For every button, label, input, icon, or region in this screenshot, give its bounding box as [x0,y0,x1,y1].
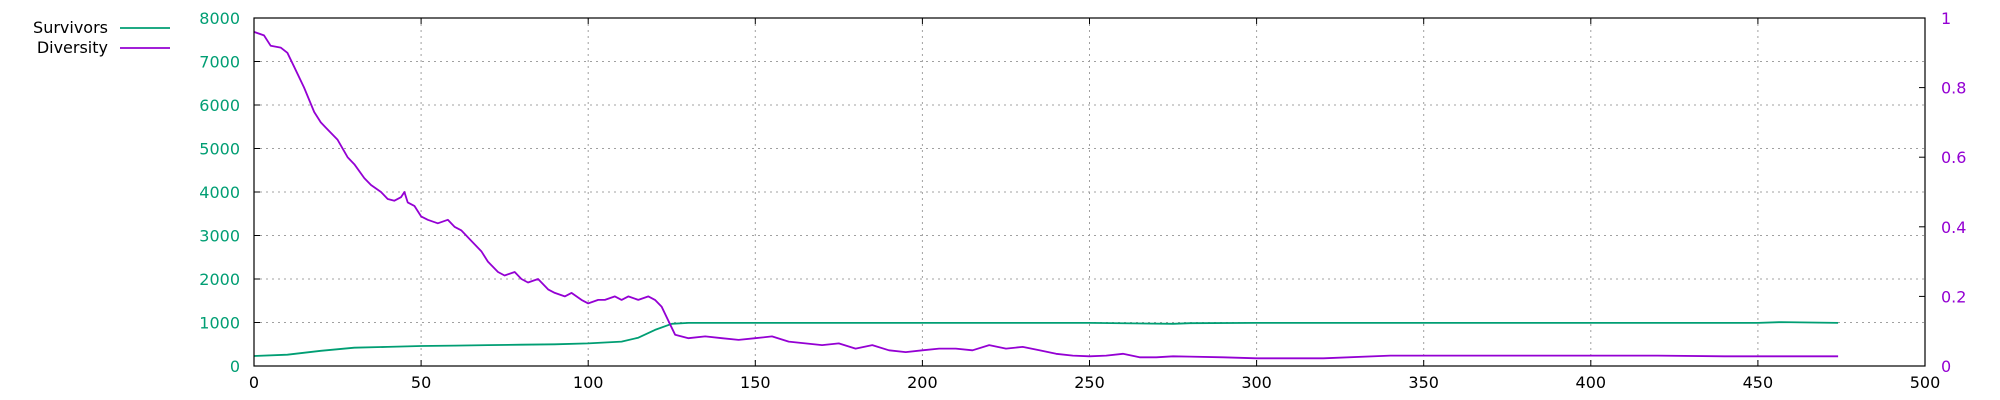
y2-tick-label: 0.4 [1941,218,1966,237]
y-tick-label: 8000 [199,9,240,28]
survivors-series-line [253,321,1839,357]
y-tick-label: 0 [230,357,240,376]
x-tick-label: 500 [1910,373,1941,392]
x-tick-label: 350 [1408,373,1439,392]
y-tick-label: 7000 [199,53,240,72]
x-tick-label: 0 [249,373,259,392]
y-tick-label: 3000 [199,227,240,246]
diversity-series-line [253,31,1839,360]
ticks-layer: 0 50 100 150 200 250 300 350 400 450 5000100020003… [199,9,1966,392]
y2-tick-label: 0.8 [1941,79,1966,98]
legend-label: Survivors [33,18,108,37]
x-tick-label: 150 [740,373,771,392]
x-tick-label: 300 [1241,373,1272,392]
y2-tick-label: 0.2 [1941,287,1966,306]
y-tick-label: 1000 [199,314,240,333]
y-tick-label: 2000 [199,270,240,289]
y2-tick-label: 1 [1941,9,1951,28]
x-tick-label: 400 [1576,373,1607,392]
x-tick-label: 100 [573,373,604,392]
series-layer [253,31,1839,360]
x-tick-label: 250 [1074,373,1105,392]
y-tick-label: 4000 [199,183,240,202]
grid-layer [254,18,1925,366]
x-tick-label: 50 [411,373,431,392]
y2-tick-label: 0 [1941,357,1951,376]
legend-label: Diversity [37,38,108,57]
y-tick-label: 6000 [199,96,240,115]
y-tick-label: 5000 [199,140,240,159]
x-tick-label: 450 [1743,373,1774,392]
y2-tick-label: 0.6 [1941,148,1966,167]
x-tick-label: 200 [907,373,938,392]
